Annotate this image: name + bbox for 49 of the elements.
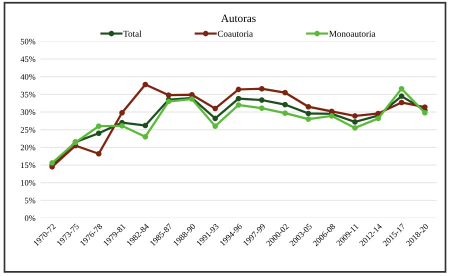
y-tick-label: 50% (20, 38, 36, 44)
point (375, 116, 382, 122)
point (282, 110, 288, 116)
point (352, 113, 358, 119)
point (398, 93, 404, 99)
point (398, 86, 404, 92)
point (422, 104, 428, 110)
y-tick-label: 45% (20, 56, 36, 62)
legend-label: Coautoria (218, 30, 253, 37)
point (282, 90, 288, 96)
point (142, 82, 148, 88)
point (306, 110, 312, 116)
y-tick-label: 30% (20, 109, 36, 116)
point (236, 96, 242, 102)
legend-label: Monoautoria (329, 30, 376, 37)
point (259, 105, 265, 111)
y-tick-label: 5% (25, 198, 36, 204)
point (212, 106, 218, 112)
point (352, 119, 358, 125)
point (119, 123, 125, 129)
y-tick-label: 10% (21, 180, 36, 186)
point (96, 130, 102, 136)
point (142, 134, 148, 140)
y-tick-label: 15% (21, 162, 36, 168)
point (306, 104, 312, 110)
legend-label: Total (123, 30, 142, 37)
y-tick-label: 20% (20, 144, 36, 150)
y-tick-label: 40% (20, 74, 36, 80)
point (236, 102, 242, 108)
point (119, 110, 125, 116)
point (259, 97, 265, 103)
point (166, 92, 172, 98)
chart-title: Autoras (221, 14, 256, 22)
point (328, 108, 334, 114)
point (96, 150, 102, 157)
point (259, 86, 265, 92)
point (352, 125, 358, 131)
point (142, 122, 148, 128)
point (236, 86, 242, 92)
point (422, 110, 428, 116)
y-tick-label: 35% (20, 92, 36, 98)
point (398, 100, 404, 106)
point (96, 123, 102, 129)
y-tick-label: 25% (20, 127, 36, 133)
y-tick-label: 0% (24, 215, 36, 222)
point (212, 123, 218, 129)
point (212, 116, 218, 122)
point (282, 102, 288, 108)
point (306, 116, 312, 122)
